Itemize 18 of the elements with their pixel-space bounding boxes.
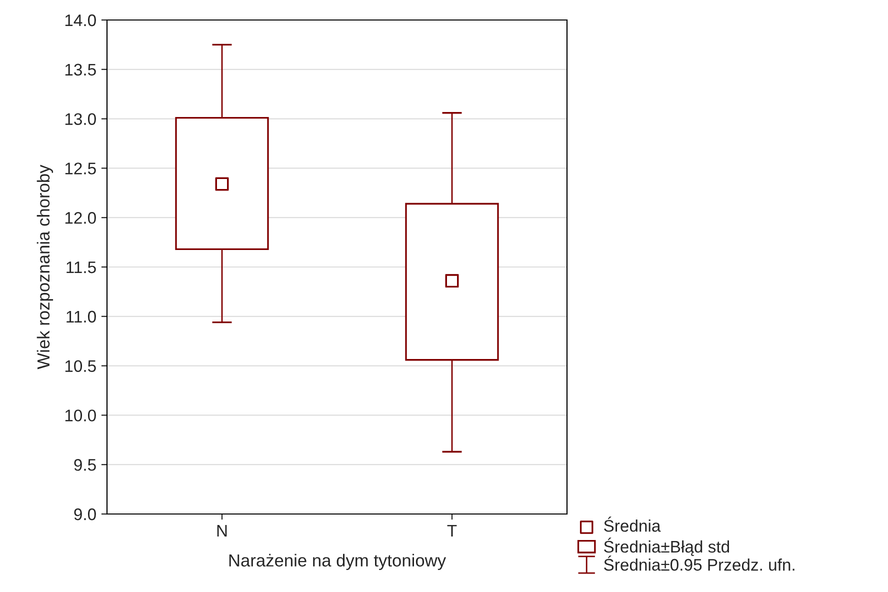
y-tick-label: 13.0 [65, 113, 96, 126]
legend-label: Średnia±0.95 Przedz. ufn. [604, 556, 794, 571]
y-tick-label: 9.5 [74, 459, 96, 471]
legend-label: Średnia [604, 516, 661, 532]
y-tick-label: 11.5 [66, 262, 96, 274]
y-tick-label: 12.0 [65, 212, 96, 224]
x-tick-label: N [217, 525, 227, 536]
legend-label: Średnia±Błąd std [604, 538, 730, 556]
x-tick-label: T [447, 525, 457, 536]
y-tick-label: 11.0 [66, 310, 96, 323]
y-tick-label: 10.0 [65, 410, 96, 422]
y-tick-label: 13.5 [65, 64, 96, 76]
y-tick-label: 12.5 [65, 162, 96, 174]
x-axis-title: Narażenie na dym tytoniowy [229, 554, 446, 570]
y-axis-title: Wiek rozpoznania choroby [36, 164, 54, 370]
y-tick-label: 9.0 [74, 508, 96, 520]
y-tick-label: 14.0 [65, 14, 96, 26]
y-tick-label: 10.5 [65, 360, 96, 372]
